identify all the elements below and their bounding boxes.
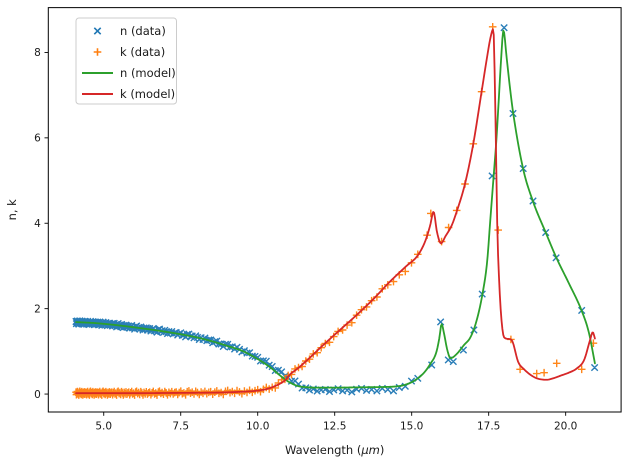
legend-box [75, 17, 177, 105]
y-tick-label: 2 [34, 303, 41, 315]
legend-label: k (model) [120, 87, 175, 101]
axes-layer [44, 7, 622, 416]
x-tick-label: 7.5 [172, 421, 189, 433]
n-model-line [75, 29, 596, 389]
x-tick-label: 17.5 [477, 421, 500, 433]
tick-label-layer: 5.0 7.5 10.0 12.5 15.0 17.5 20.0 0 2 4 6 8 [34, 47, 577, 432]
model-line-layer [75, 28, 596, 395]
x-axis-label: Wavelength (μm) [285, 443, 384, 457]
x-tick-label: 15.0 [400, 421, 423, 433]
legend-plus-marker-icon [93, 48, 102, 56]
y-axis-label: n, k [5, 199, 19, 221]
y-tick-label: 0 [34, 389, 41, 401]
x-tick-label: 10.0 [246, 421, 269, 433]
x-tick-label: 20.0 [554, 421, 577, 433]
y-tick-label: 6 [34, 133, 41, 145]
x-tick-label: 12.5 [323, 421, 346, 433]
legend-x-marker-icon [93, 27, 102, 35]
legend-item: n (model) [82, 66, 176, 80]
plot-spines [47, 7, 622, 413]
legend-item: n (data) [93, 24, 166, 38]
legend-label: n (data) [120, 24, 166, 38]
legend-item: k (model) [82, 87, 175, 101]
legend: n (data) k (data) n (model) k (model) [75, 17, 177, 105]
y-tick-label: 4 [34, 218, 41, 230]
x-tick-label: 5.0 [95, 421, 112, 433]
legend-item: k (data) [93, 45, 165, 59]
k-model-line [75, 28, 596, 395]
legend-label: k (data) [120, 45, 165, 59]
y-tick-label: 8 [34, 47, 41, 59]
legend-label: n (model) [120, 66, 176, 80]
